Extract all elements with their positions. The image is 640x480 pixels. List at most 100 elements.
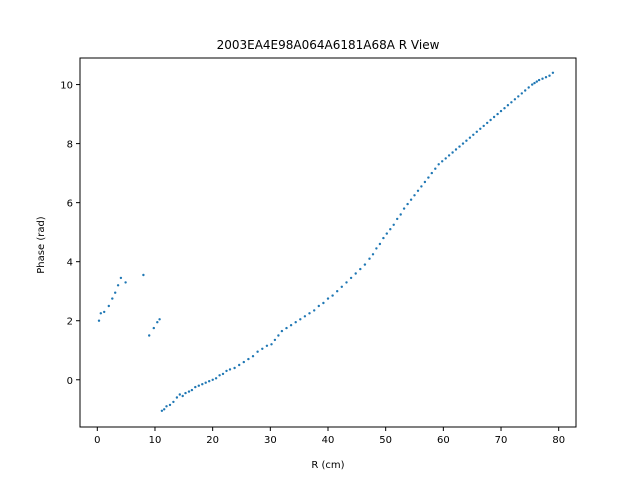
data-point <box>510 101 513 104</box>
data-point <box>317 304 320 308</box>
data-point <box>187 390 191 393</box>
data-point <box>427 176 430 179</box>
data-point <box>420 185 423 188</box>
y-axis-label: Phase (rad) <box>36 216 47 274</box>
y-tick-label: 4 <box>67 258 73 269</box>
data-point <box>402 207 406 210</box>
data-point <box>363 263 367 266</box>
data-point <box>396 217 399 221</box>
data-point <box>277 334 280 337</box>
data-point <box>354 272 357 275</box>
data-point <box>322 301 325 305</box>
data-point <box>479 127 482 130</box>
data-point <box>486 121 489 125</box>
data-point <box>225 369 228 373</box>
data-point <box>273 338 277 342</box>
data-point <box>461 142 465 145</box>
data-point <box>270 343 273 346</box>
data-point <box>489 118 492 122</box>
data-point <box>168 403 172 407</box>
chart-title: 2003EA4E98A064A6181A68A R View <box>217 38 440 52</box>
data-point <box>336 290 339 293</box>
data-point <box>531 83 534 86</box>
data-point <box>416 189 420 192</box>
data-point <box>392 223 395 226</box>
data-point <box>359 267 362 271</box>
x-tick-label: 60 <box>437 435 450 446</box>
data-point <box>308 312 311 315</box>
data-point <box>208 380 211 383</box>
x-tick-label: 40 <box>322 435 335 446</box>
data-point <box>111 297 114 300</box>
data-point <box>285 326 288 330</box>
data-point <box>238 363 241 367</box>
x-tick-label: 80 <box>552 435 565 446</box>
plot-frame <box>79 57 577 428</box>
data-point <box>375 247 378 250</box>
data-point <box>340 285 343 288</box>
data-point <box>434 167 437 170</box>
data-point <box>124 281 127 284</box>
data-point <box>503 107 506 110</box>
y-tick-label: 6 <box>67 199 73 210</box>
data-point <box>204 381 207 384</box>
data-point <box>447 154 451 157</box>
data-point <box>326 297 330 300</box>
data-point <box>451 151 454 154</box>
data-points <box>97 71 555 412</box>
data-point <box>409 198 413 201</box>
data-point <box>256 350 259 353</box>
data-point <box>99 312 103 315</box>
x-tick-label: 0 <box>94 435 100 446</box>
data-point <box>160 409 164 412</box>
data-point <box>165 405 168 408</box>
y-tick-label: 2 <box>67 317 73 328</box>
data-point <box>437 163 440 166</box>
data-point <box>280 329 284 333</box>
data-point <box>103 310 106 314</box>
data-point <box>194 385 197 389</box>
data-point <box>228 368 232 371</box>
data-point <box>441 160 444 163</box>
data-point <box>156 321 159 324</box>
data-point <box>114 291 117 294</box>
data-point <box>163 408 166 411</box>
data-point <box>181 394 184 398</box>
data-point <box>107 304 111 308</box>
data-point <box>468 136 472 139</box>
data-point <box>294 321 297 324</box>
data-point <box>482 124 485 128</box>
data-point <box>175 396 179 399</box>
data-point <box>492 115 496 119</box>
data-point <box>454 148 458 151</box>
data-point <box>399 213 402 216</box>
x-tick-label: 50 <box>379 435 392 446</box>
data-point <box>211 378 214 381</box>
data-point <box>506 104 510 107</box>
data-point <box>331 294 334 297</box>
data-point <box>537 78 541 82</box>
data-point <box>251 355 255 358</box>
data-point <box>533 81 536 85</box>
data-point <box>148 334 151 337</box>
y-tick-label: 0 <box>67 376 73 387</box>
data-point <box>541 77 544 80</box>
data-point <box>444 157 447 160</box>
data-point <box>520 92 523 95</box>
data-point <box>385 232 388 235</box>
data-point <box>142 273 145 277</box>
data-point <box>475 130 478 133</box>
data-point <box>299 318 302 321</box>
data-point <box>472 133 475 136</box>
plot-area <box>79 57 577 428</box>
data-point <box>184 391 187 395</box>
data-point <box>413 194 416 197</box>
data-point <box>233 366 236 370</box>
data-point <box>535 80 538 83</box>
data-point <box>389 228 392 231</box>
data-point <box>242 360 245 364</box>
data-point <box>214 377 218 380</box>
y-tick-label: 10 <box>60 81 73 92</box>
data-point <box>97 319 101 322</box>
data-point <box>221 372 225 376</box>
